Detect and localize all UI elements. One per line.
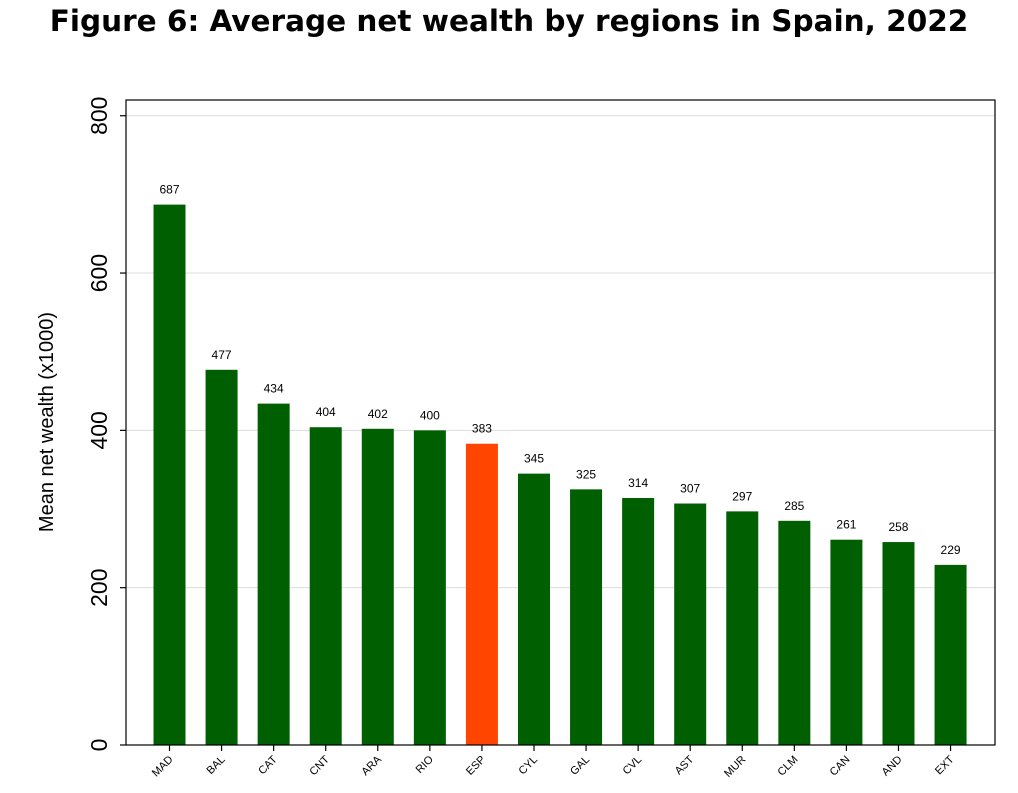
x-tick-label: MAD	[150, 754, 176, 780]
bar-gal	[570, 489, 603, 745]
x-tick-label: CYL	[516, 754, 540, 778]
y-tick-label: 0	[86, 739, 112, 752]
bar-rio	[413, 430, 446, 745]
x-tick-label: GAL	[568, 754, 592, 778]
data-label: 258	[888, 520, 908, 534]
data-label: 325	[576, 467, 596, 481]
bar-and	[882, 542, 915, 745]
x-tick-label: CAN	[828, 754, 853, 779]
gridlines	[126, 115, 995, 589]
data-label: 400	[420, 408, 440, 422]
x-tick-label: AND	[880, 754, 905, 779]
data-label: 297	[732, 489, 752, 503]
bar-clm	[778, 520, 811, 745]
data-label: 261	[836, 518, 856, 532]
bar-cyl	[517, 473, 550, 745]
bar-can	[830, 539, 863, 745]
data-label: 404	[316, 405, 336, 419]
data-label: 229	[941, 543, 961, 557]
y-axis-label: Mean net wealth (x1000)	[36, 312, 58, 532]
bar-cat	[257, 403, 290, 745]
bar-bal	[205, 369, 238, 745]
bar-mad	[153, 204, 186, 746]
y-tick-label: 200	[86, 568, 112, 606]
bars	[153, 204, 967, 746]
y-tick-label: 600	[86, 254, 112, 292]
chart-title: Figure 6: Average net wealth by regions …	[49, 4, 969, 38]
data-label: 434	[264, 382, 284, 396]
bar-ext	[934, 564, 967, 745]
x-tick-label: CNT	[307, 753, 332, 778]
x-tick-label: MUR	[722, 754, 748, 780]
data-label: 345	[524, 452, 544, 466]
bar-cnt	[309, 427, 342, 745]
x-tick-label: BAL	[205, 754, 228, 777]
bar-esp	[465, 443, 498, 745]
y-axis: 0 200 400 600 800	[86, 97, 126, 752]
data-label: 402	[368, 407, 388, 421]
x-tick-label: AST	[673, 753, 697, 777]
x-tick-label: RIO	[414, 753, 437, 776]
x-tick-label: CVL	[621, 754, 645, 778]
data-label: 285	[784, 499, 804, 513]
data-label: 687	[159, 183, 179, 197]
bar-ara	[361, 428, 394, 745]
x-tick-label: CAT	[256, 753, 280, 777]
data-label: 307	[680, 482, 700, 496]
bar-ast	[674, 503, 707, 745]
bar-cvl	[622, 498, 655, 745]
y-tick-label: 400	[86, 411, 112, 449]
plot-frame	[125, 99, 996, 746]
x-tick-label: EXT	[933, 753, 957, 777]
data-label: 383	[472, 422, 492, 436]
data-label: 314	[628, 476, 648, 490]
x-tick-label: ARA	[359, 753, 384, 778]
y-tick-label: 800	[86, 97, 112, 135]
data-label: 477	[212, 348, 232, 362]
bar-mur	[726, 511, 759, 745]
x-axis: MAD BAL CAT CNT ARA RIO ESP CYL GAL CVL AST MUR CLM C…	[150, 745, 957, 780]
x-tick-label: ESP	[464, 754, 488, 778]
data-labels: 687 477 434 404 402 400 383 345 325 314 307 297 285 2…	[159, 183, 960, 557]
x-tick-label: CLM	[776, 754, 801, 779]
